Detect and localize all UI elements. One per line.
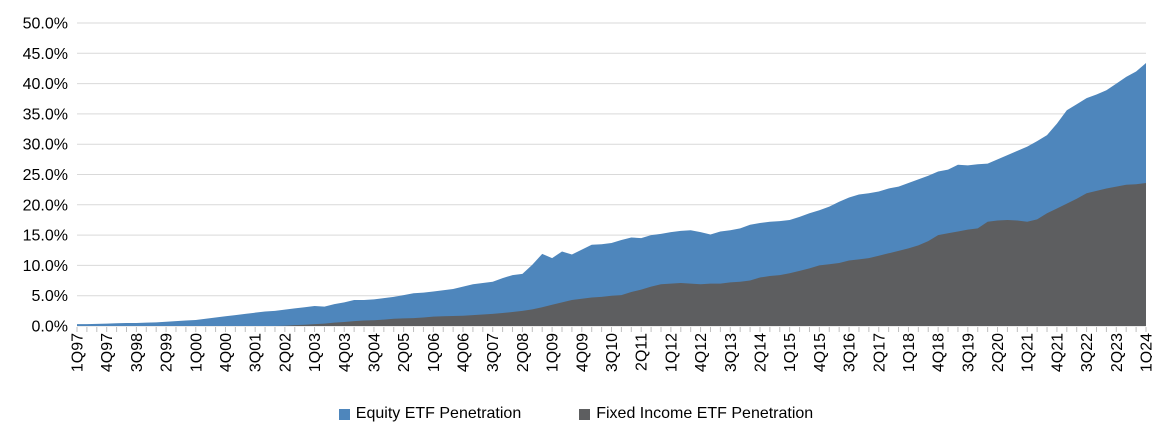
x-axis-label: 1Q18 xyxy=(901,333,918,372)
x-axis-label: 2Q20 xyxy=(990,333,1007,372)
x-axis-label: 1Q06 xyxy=(426,333,443,372)
fixed-income-legend-label: Fixed Income ETF Penetration xyxy=(596,405,814,422)
x-axis-label: 3Q16 xyxy=(842,333,859,372)
x-axis-label: 4Q06 xyxy=(456,333,473,372)
x-axis-label: 1Q12 xyxy=(663,333,680,372)
x-axis-label: 1Q15 xyxy=(782,333,799,372)
y-axis-label: 25.0% xyxy=(23,167,68,184)
x-axis-label: 4Q15 xyxy=(812,333,829,372)
equity-legend-swatch xyxy=(338,408,350,420)
x-axis-label: 3Q01 xyxy=(248,333,265,372)
x-axis-label: 2Q02 xyxy=(277,333,294,372)
x-axis-label: 1Q00 xyxy=(188,333,205,372)
y-axis-label: 45.0% xyxy=(23,46,68,63)
legend-item-equity: Equity ETF Penetration xyxy=(338,405,522,422)
x-axis-label: 3Q98 xyxy=(129,333,146,372)
x-axis-label: 3Q22 xyxy=(1079,333,1096,372)
x-axis-label: 2Q11 xyxy=(634,333,651,371)
x-axis-label: 2Q99 xyxy=(159,333,176,372)
y-axis-label: 15.0% xyxy=(23,228,68,245)
legend-item-fixed-income: Fixed Income ETF Penetration xyxy=(579,406,813,422)
fixed-income-area-series xyxy=(77,182,1146,326)
x-axis-label: 3Q19 xyxy=(960,333,977,372)
x-axis-label: 3Q04 xyxy=(366,333,383,372)
x-axis-label: 4Q18 xyxy=(931,333,948,372)
x-axis-label: 2Q23 xyxy=(1109,333,1126,372)
y-axis-label: 35.0% xyxy=(23,106,68,123)
chart-plot-area: 0.0% 5.0% 10.0% 15.0% 20.0% 25.0% 30.0% 35.0% 40… xyxy=(23,16,1152,373)
x-axis-label: 1Q21 xyxy=(1020,333,1037,372)
x-axis-label: 4Q00 xyxy=(218,333,235,372)
x-axis-label: 3Q10 xyxy=(604,333,621,372)
chart-legend: Equity ETF Penetration Fixed Income ETF … xyxy=(0,399,1152,429)
y-axis-label: 30.0% xyxy=(23,137,68,154)
x-axis-label: 4Q97 xyxy=(99,333,116,372)
x-axis-label: 3Q07 xyxy=(485,333,502,372)
x-axis-label: 1Q03 xyxy=(307,333,324,372)
fixed-income-legend-swatch xyxy=(579,408,591,420)
x-axis-label: 1Q97 xyxy=(70,333,87,372)
y-axis-label: 20.0% xyxy=(23,197,68,214)
y-axis-label: 0.0% xyxy=(32,319,68,336)
y-axis-label: 50.0% xyxy=(23,16,68,33)
x-axis-label: 2Q08 xyxy=(515,333,532,372)
y-axis-label: 5.0% xyxy=(32,288,68,305)
y-axis-label: 10.0% xyxy=(23,258,68,275)
x-axis-label: 2Q17 xyxy=(871,333,888,372)
x-axis-label: 2Q05 xyxy=(396,333,413,372)
x-axis-label: 4Q03 xyxy=(337,333,354,372)
x-axis-label: 2Q14 xyxy=(752,333,769,372)
x-axis-label: 1Q09 xyxy=(545,333,562,372)
y-axis-label: 40.0% xyxy=(23,76,68,93)
x-axis-label: 3Q13 xyxy=(723,333,740,372)
x-axis-label: 4Q21 xyxy=(1049,333,1066,372)
equity-legend-label: Equity ETF Penetration xyxy=(355,405,522,422)
x-axis-label: 4Q12 xyxy=(693,333,710,372)
x-axis-label: 1Q24 xyxy=(1139,333,1152,372)
x-axis-label: 4Q09 xyxy=(574,333,591,372)
